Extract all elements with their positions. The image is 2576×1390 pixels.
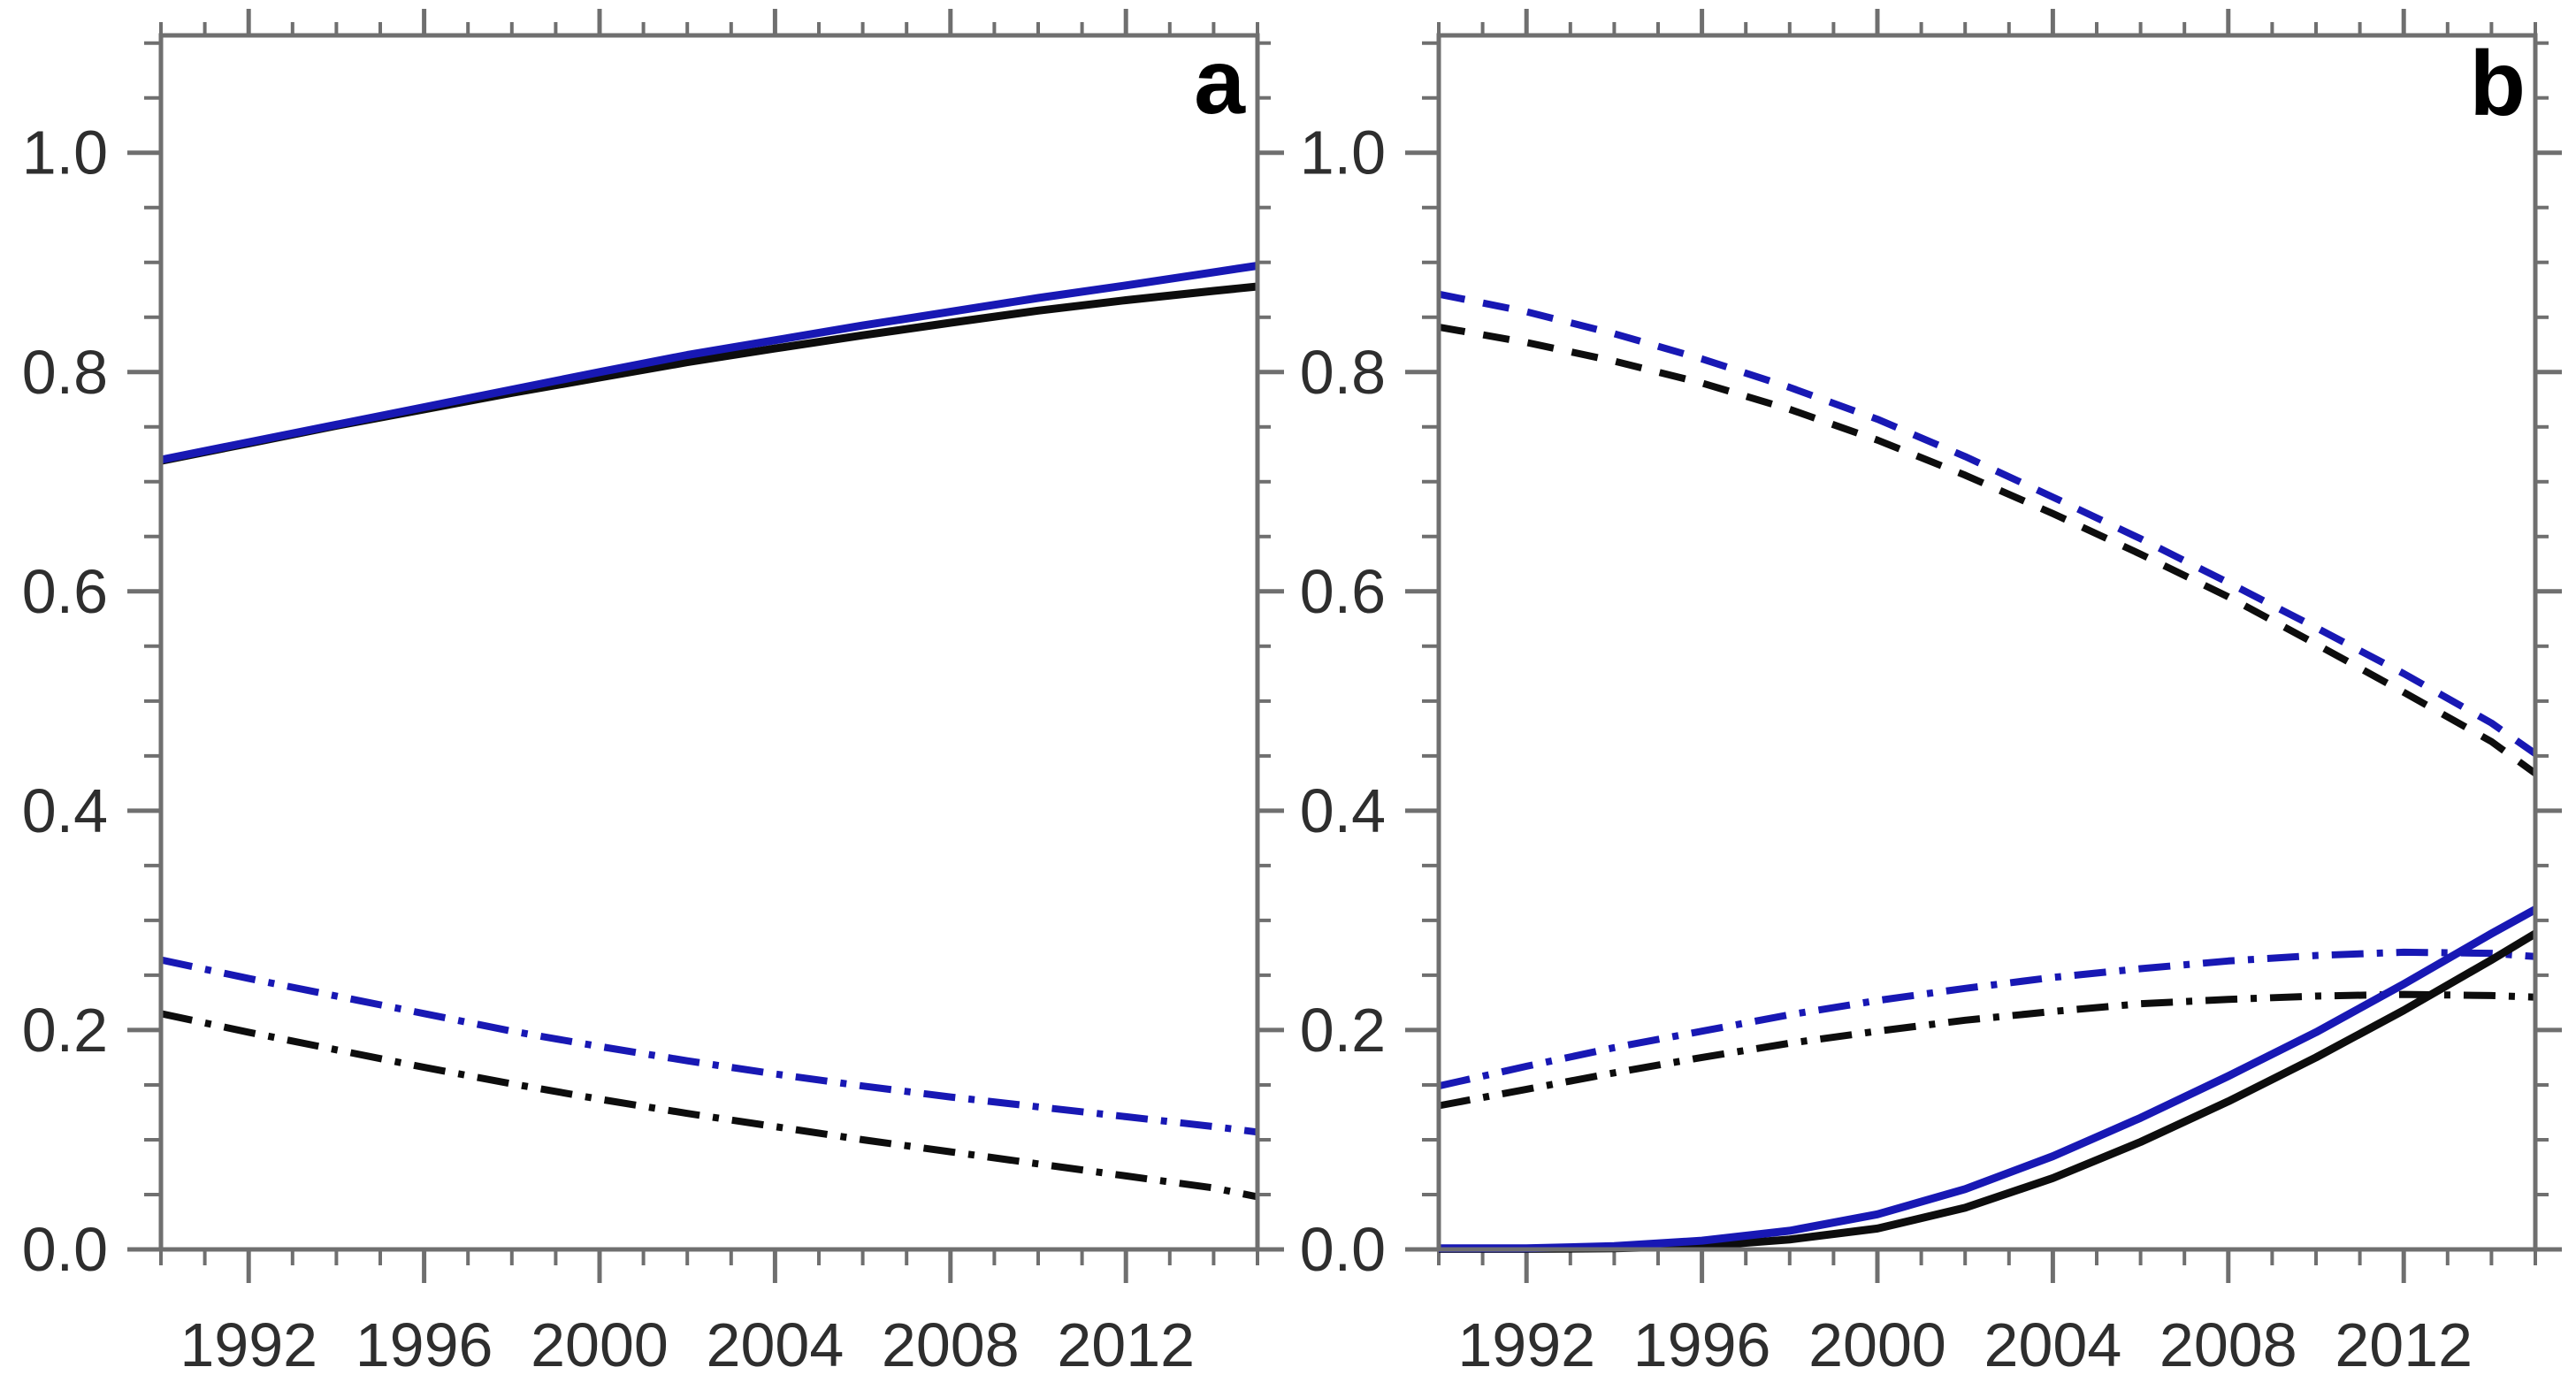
tick-labels: 1992 1996 2000 2004 2008 2012 0.0 0.2 0.4 0.6 0.8 1…: [22, 118, 1195, 1379]
axes-frame: [1436, 33, 2538, 1252]
tick-marks: [127, 9, 1284, 1283]
series-a-black-dashdot: [160, 1010, 1258, 1201]
panel-b-label: b: [2469, 33, 2526, 135]
y-tick-label: 1.0: [1300, 118, 1386, 187]
series-a-black-solid: [160, 282, 1258, 465]
series-b-blue-solid: [1439, 905, 2538, 1253]
x-tick-label: 2000: [531, 1310, 669, 1379]
series-b-black-dashed: [1438, 323, 2538, 776]
y-tick-label: 0.8: [22, 338, 108, 407]
series-b-blue-dashdot: [1438, 948, 2536, 1090]
generated-chart-content: 1992 1996 2000 2004 2008 2012 0.0 0.2 0.4 0.6 0.8 1…: [22, 9, 2562, 1379]
series-b-blue-dashed: [1438, 290, 2538, 757]
y-tick-label: 0.6: [22, 557, 108, 626]
x-tick-label: 2000: [1808, 1310, 1946, 1379]
tick-labels: 1992 1996 2000 2004 2008 2012 0.0 0.2 0.4 0.6 0.8 1…: [1300, 118, 2473, 1379]
y-tick-label: 0.0: [1300, 1215, 1386, 1284]
data-series: [160, 262, 1258, 1201]
axes-frame: [158, 33, 1260, 1252]
panel-a: 1992 1996 2000 2004 2008 2012 0.0 0.2 0.4 0.6 0.8 1…: [22, 9, 1284, 1379]
x-tick-label: 1992: [180, 1310, 317, 1379]
x-tick-label: 1996: [355, 1310, 493, 1379]
tick-marks: [1405, 9, 2562, 1283]
y-tick-label: 1.0: [22, 118, 108, 187]
panel-b: 1992 1996 2000 2004 2008 2012 0.0 0.2 0.4 0.6 0.8 1…: [1300, 9, 2562, 1379]
y-tick-label: 0.2: [22, 996, 108, 1065]
y-tick-label: 0.4: [1300, 776, 1386, 845]
x-tick-label: 2008: [2159, 1310, 2297, 1379]
series-b-black-dashdot: [1438, 990, 2536, 1110]
x-tick-label: 2012: [2335, 1310, 2473, 1379]
x-tick-label: 2004: [707, 1310, 845, 1379]
x-tick-label: 2012: [1057, 1310, 1195, 1379]
y-tick-label: 0.6: [1300, 557, 1386, 626]
series-a-blue-dashdot: [160, 956, 1258, 1136]
x-tick-label: 1992: [1457, 1310, 1595, 1379]
data-series: [1438, 290, 2538, 1253]
y-tick-label: 0.2: [1300, 996, 1386, 1065]
y-tick-label: 0.4: [22, 776, 108, 845]
series-b-black-solid: [1439, 929, 2538, 1253]
panel-a-label: a: [1194, 31, 1246, 134]
y-tick-label: 0.0: [22, 1215, 108, 1284]
y-tick-label: 0.8: [1300, 338, 1386, 407]
x-tick-label: 1996: [1633, 1310, 1771, 1379]
x-tick-label: 2004: [1984, 1310, 2122, 1379]
series-a-blue-solid: [160, 262, 1258, 464]
x-tick-label: 2008: [882, 1310, 1020, 1379]
